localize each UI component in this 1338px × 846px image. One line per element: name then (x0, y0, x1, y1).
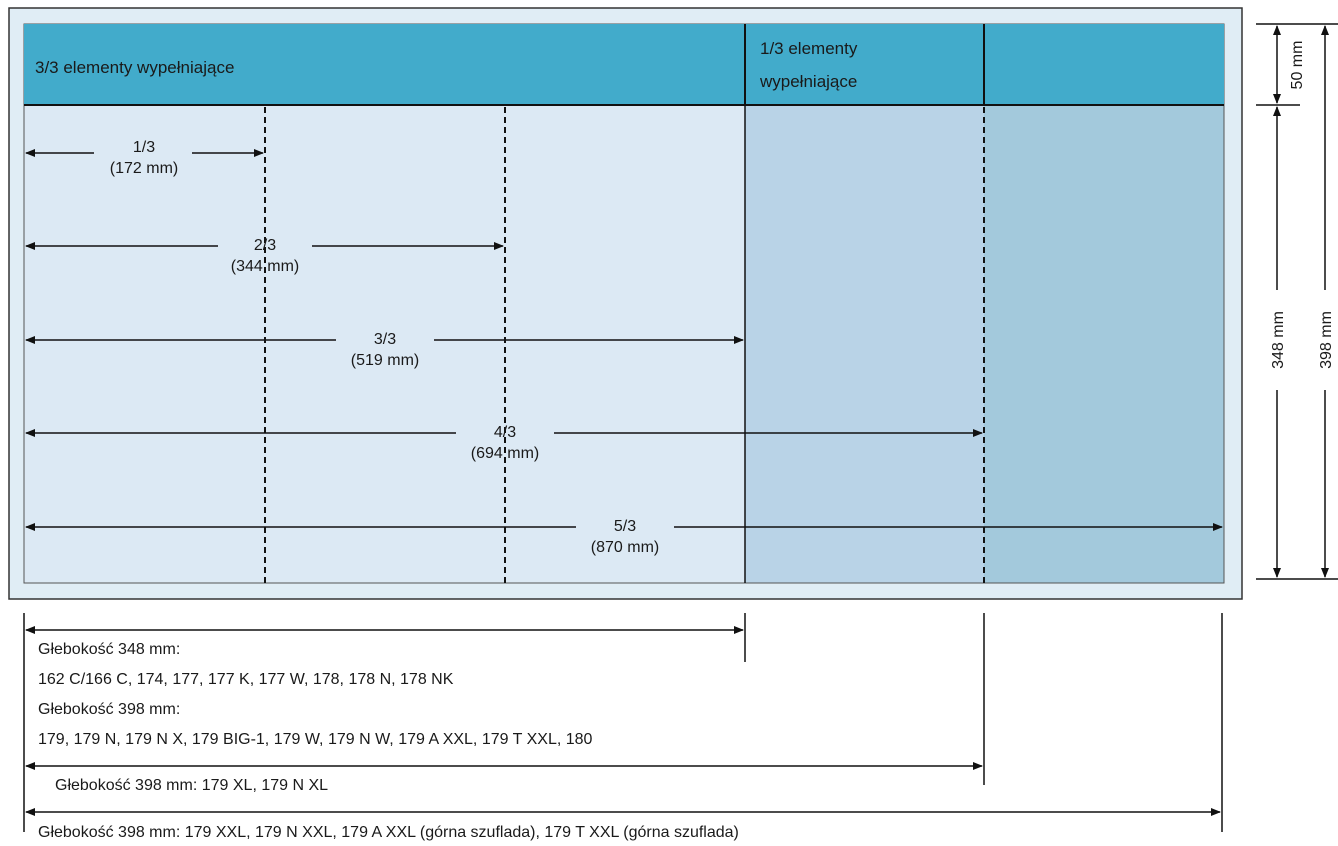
depth-398-title: Głebokość 398 mm: (38, 701, 180, 718)
depth-348-models: 162 C/166 C, 174, 177, 177 K, 177 W, 178… (38, 671, 454, 688)
header-mid-label-line1: 1/3 elementy (760, 39, 858, 58)
dimension-size-3: (519 mm) (351, 352, 419, 369)
body-region-left (24, 105, 745, 583)
dimension-fraction-1: 1/3 (133, 139, 155, 156)
dimension-fraction-3: 3/3 (374, 331, 396, 348)
height-label-top: 50 mm (1289, 41, 1306, 90)
body-region-mid (745, 105, 984, 583)
depth-348-title: Głebokość 348 mm: (38, 641, 180, 658)
header-mid-label-line2: wypełniające (759, 72, 857, 91)
height-label-inner: 348 mm (1270, 311, 1287, 369)
dimension-size-2: (344 mm) (231, 258, 299, 275)
dimension-size-1: (172 mm) (110, 160, 178, 177)
dimension-fraction-2: 2/3 (254, 237, 276, 254)
depth-398-xl: Głebokość 398 mm: 179 XL, 179 N XL (55, 777, 328, 794)
dimension-fraction-4: 4/3 (494, 424, 516, 441)
dimension-size-5: (870 mm) (591, 539, 659, 556)
header-left-label: 3/3 elementy wypełniające (35, 58, 234, 77)
body-region-right (984, 105, 1224, 583)
dimension-size-4: (694 mm) (471, 445, 539, 462)
header-bar (24, 24, 1224, 105)
depth-398-xxl: Głebokość 398 mm: 179 XXL, 179 N XXL, 17… (38, 824, 739, 841)
depth-398-models: 179, 179 N, 179 N X, 179 BIG-1, 179 W, 1… (38, 731, 593, 748)
height-label-total: 398 mm (1318, 311, 1335, 369)
dimension-fraction-5: 5/3 (614, 518, 636, 535)
